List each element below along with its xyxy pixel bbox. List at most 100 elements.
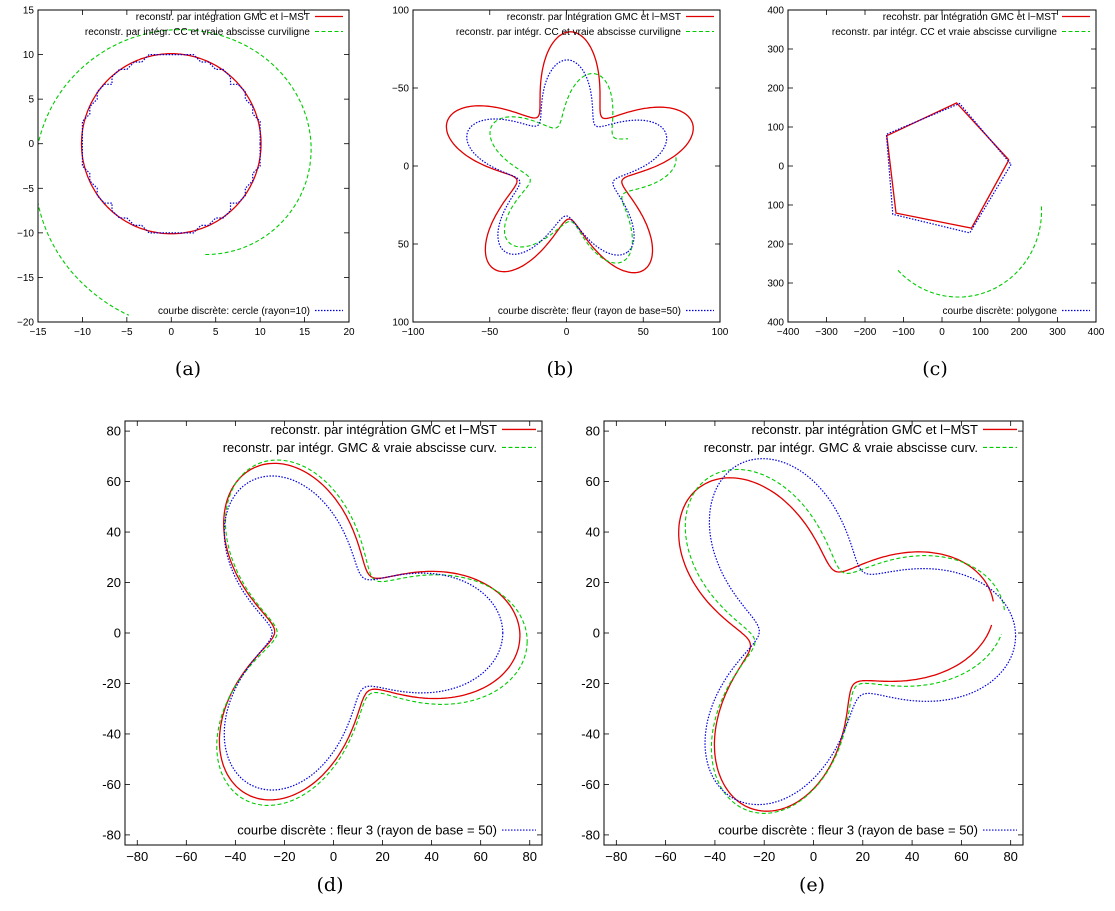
y-tick-label: 20 [107,575,121,590]
x-tick-label: −80 [605,849,627,864]
x-tick-label: −80 [126,849,148,864]
plot-frame [124,420,543,846]
curves [38,29,312,316]
legend-label: courbe discrète: fleur (rayon de base=50… [498,306,681,317]
x-tick-label: 20 [375,849,389,864]
x-tick-label: 0 [810,849,817,864]
x-tick-label: 50 [638,327,650,338]
x-tick-label: 100 [712,327,729,338]
plot-frame [37,9,350,323]
y-tick-label: 300 [767,279,784,290]
series-line-2 [885,102,1012,234]
x-tick-label: 20 [856,849,870,864]
y-tick-label: -80 [581,827,600,842]
y-tick-label: 100 [767,123,784,134]
panel-caption: (d) [317,874,344,896]
series-line-2 [704,458,1017,806]
x-tick-label: −15 [30,327,47,338]
series-line-1 [684,468,1005,814]
x-tick-label: −60 [655,849,677,864]
y-tick-label: 15 [23,6,35,17]
legend-label: reconstr. par intégration GMC et l−MST [751,422,978,437]
y-tick-label: 40 [107,525,121,540]
legend-label: reconstr. par intégration GMC et l−MST [507,12,681,23]
x-tick-label: 0 [169,327,175,338]
series-line-1 [489,73,677,264]
curves [678,458,1017,814]
y-tick-label: 50 [398,240,410,251]
x-tick-label: −10 [74,327,91,338]
x-tick-label: 40 [905,849,919,864]
x-tick-label: 15 [299,327,311,338]
x-tick-label: 300 [1049,327,1066,338]
x-tick-label: 40 [424,849,438,864]
series-line-0 [678,477,994,812]
series-line-0 [80,53,262,235]
series-line-0 [886,102,1010,229]
y-tick-label: -60 [581,777,600,792]
y-tick-label: -80 [102,827,121,842]
x-tick-label: 100 [972,327,989,338]
x-tick-label: −60 [175,849,197,864]
y-tick-label: 0 [28,139,34,150]
y-tick-label: 40 [586,525,600,540]
x-tick-label: −300 [815,327,838,338]
y-tick-label: 10 [23,50,35,61]
chart-panel-b: −100 −50 0 50 100 100 50 0 −50 100 reconstr. par i… [392,6,729,381]
chart-panel-a: −15 −10 −5 0 5 10 15 20−20−15−10−5051015reconst… [17,6,355,381]
y-tick-label: 200 [767,84,784,95]
y-tick-label: -40 [581,727,600,742]
chart-panel-d: −80 −60 −40 −20 0 20 40 60 80 -80 -60 -40 -20 0 20 40 60… [102,420,543,896]
chart-panel-e: −80 −60 −40 −20 0 20 40 60 80 -80 -60 -40 -20 0 20 40 60… [581,420,1024,896]
y-tick-label: 60 [107,474,121,489]
y-tick-label: 80 [586,424,600,439]
x-tick-label: −20 [753,849,775,864]
x-tick-label: 20 [343,327,355,338]
y-tick-label: −10 [17,228,34,239]
x-tick-label: 10 [255,327,267,338]
legend-label: reconstr. par intégr. GMC & vraie abscis… [223,440,497,455]
plot-frame [412,9,721,323]
x-tick-label: 60 [473,849,487,864]
y-tick-label: 80 [107,424,121,439]
legend-label: courbe discrète: cercle (rayon=10) [158,306,310,317]
y-tick-label: -60 [102,777,121,792]
curves [445,31,694,274]
legend-label: reconstr. par intégration GMC et l−MST [883,12,1057,23]
legend-label: reconstr. par intégr. CC et vraie abscis… [832,27,1058,38]
series-line-1 [897,205,1043,298]
x-tick-label: 0 [939,327,945,338]
panel-caption: (e) [799,874,825,896]
legend-label: reconstr. par intégr. CC et vraie abscis… [85,27,311,38]
panel-caption: (c) [922,358,947,380]
y-tick-label: -20 [581,676,600,691]
y-tick-label: -20 [102,676,121,691]
series-line-2 [466,59,668,256]
y-tick-label: 100 [767,201,784,212]
chart-panel-c: −400 −300 −200 −100 0 100 200 300 400 400 300 200 10… [767,6,1104,381]
series-line-0 [445,31,694,274]
legend-label: reconstr. par intégration GMC et l−MST [136,12,310,23]
y-tick-label: −20 [17,318,34,329]
y-tick-label: −5 [23,184,35,195]
y-tick-label: -40 [102,727,121,742]
x-tick-label: 400 [1088,327,1105,338]
x-tick-label: −20 [273,849,295,864]
x-tick-label: 0 [330,849,337,864]
panel-caption: (a) [175,358,201,380]
y-tick-label: −15 [17,273,34,284]
legend-label: courbe discrète: polygone [942,306,1057,317]
x-tick-label: 80 [523,849,537,864]
legend-label: reconstr. par intégration GMC et l−MST [270,422,497,437]
y-tick-label: 300 [767,45,784,56]
series-line-2 [81,54,261,234]
y-tick-label: 0 [778,162,784,173]
y-tick-label: 100 [392,318,409,329]
y-tick-label: 20 [586,575,600,590]
x-tick-label: 0 [564,327,570,338]
y-tick-label: 400 [767,6,784,17]
x-tick-label: −200 [854,327,877,338]
x-tick-label: −100 [402,327,425,338]
series-line-1 [216,459,528,806]
x-tick-label: −100 [892,327,915,338]
